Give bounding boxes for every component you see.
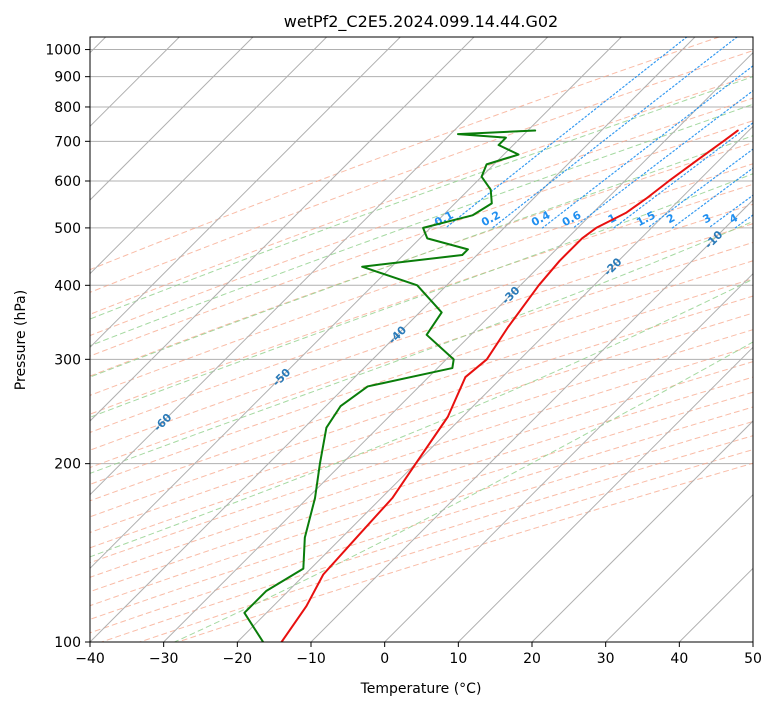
- mixing-ratio-line: [734, 214, 753, 229]
- dry-adiabat-line: [90, 74, 753, 315]
- x-tick-label: −20: [223, 651, 253, 667]
- dry-adiabat-line: [90, 203, 753, 433]
- y-tick-label: 700: [54, 134, 81, 150]
- x-axis-label: Temperature (°C): [360, 681, 482, 697]
- isotherm-line: [752, 641, 753, 642]
- isotherm-line: [90, 37, 696, 642]
- dry-adiabat-line: [90, 50, 753, 293]
- dry-adiabat-line: [90, 345, 753, 564]
- isotherm-line: [90, 37, 254, 201]
- y-tick-label: 900: [54, 70, 81, 86]
- dry-adiabat-line: [90, 376, 753, 593]
- dewpoint-trace: [243, 129, 537, 642]
- mixing-ratio-line: [445, 37, 688, 229]
- plot-frame: [89, 36, 754, 643]
- y-tick-label: 1000: [45, 43, 81, 59]
- mixing-ratio-line: [647, 148, 753, 229]
- mixing-ratio-line: [613, 122, 753, 229]
- isotherm-label: -70: [30, 459, 53, 482]
- mixing-ratio-line: [491, 37, 738, 229]
- isotherm-line: [90, 37, 328, 275]
- mixing-ratio-line: [572, 89, 753, 229]
- isotherm-line: [457, 346, 753, 642]
- y-tick-label: 100: [54, 635, 81, 651]
- dry-adiabat-line: [90, 163, 753, 396]
- isotherm-line: [384, 272, 753, 642]
- mixing-ratio-label: 0.4: [529, 208, 553, 229]
- mixing-ratio-label: 2: [664, 211, 677, 226]
- mixing-ratio-label: 0.1: [432, 208, 455, 229]
- moist-adiabat-line: [90, 103, 753, 347]
- y-axis-label: Pressure (hPa): [13, 290, 29, 390]
- isotherm-label: -50: [270, 366, 293, 389]
- isotherm-line: [310, 199, 753, 642]
- mixing-ratio-label: 6: [766, 211, 775, 226]
- x-tick-label: 40: [670, 651, 688, 667]
- x-tick-label: −30: [149, 651, 179, 667]
- dry-adiabat-line: [177, 462, 753, 642]
- dry-adiabat-line: [90, 183, 753, 415]
- mixing-ratio-line: [708, 194, 753, 229]
- moist-adiabat-line: [90, 76, 753, 320]
- y-tick-label: 600: [54, 174, 81, 190]
- x-tick-label: 50: [744, 651, 762, 667]
- moist-adiabat-line: [90, 220, 753, 474]
- dry-adiabat-line: [90, 295, 753, 518]
- isotherm-line: [90, 37, 549, 496]
- x-tick-label: 0: [380, 651, 389, 667]
- dry-adiabat-line: [90, 391, 753, 607]
- isotherm-line: [605, 493, 753, 642]
- moist-adiabat-line: [90, 278, 753, 558]
- line-labels: 0.10.20.40.611.52346810131620253036-100-…: [30, 208, 775, 482]
- mixing-ratio-label: 3: [701, 211, 714, 226]
- y-tick-label: 200: [54, 457, 81, 473]
- dry-adiabat-line: [90, 97, 753, 337]
- x-tick-label: −10: [296, 651, 326, 667]
- x-tick-label: 20: [523, 651, 541, 667]
- temperature-trace: [280, 129, 739, 642]
- isotherm-line: [531, 420, 753, 642]
- isotherm-line: [236, 125, 753, 642]
- chart-title: wetPf2_C2E5.2024.099.14.44.G02: [284, 12, 558, 32]
- isotherm-line: [90, 37, 401, 349]
- moist-adiabat-line: [90, 173, 753, 418]
- mixing-ratio-line: [541, 65, 753, 229]
- sounding-traces: [243, 129, 739, 642]
- isotherm-line: [90, 37, 475, 422]
- dry-adiabat-line: [90, 329, 753, 549]
- y-tick-label: 300: [54, 352, 81, 368]
- y-tick-label: 500: [54, 221, 81, 237]
- mixing-ratio-line: [671, 167, 753, 229]
- axes: −40 −30 −20 −10 0 10 20 30 40 50 100 200 300 400 500 60…: [45, 43, 762, 667]
- isotherm-line: [678, 567, 753, 642]
- x-tick-label: −40: [75, 651, 105, 667]
- dry-adiabat-line: [90, 241, 753, 469]
- isotherm-line: [163, 51, 753, 642]
- dry-adiabat-line: [90, 37, 720, 271]
- x-tick-label: 10: [449, 651, 467, 667]
- dry-adiabat-line: [90, 142, 753, 377]
- y-tick-label: 400: [54, 278, 81, 294]
- isotherm-line: [90, 37, 622, 570]
- dry-adiabat-line: [101, 435, 753, 642]
- plot-area: [90, 37, 753, 642]
- y-tick-label: 800: [54, 100, 81, 116]
- x-tick-label: 30: [597, 651, 615, 667]
